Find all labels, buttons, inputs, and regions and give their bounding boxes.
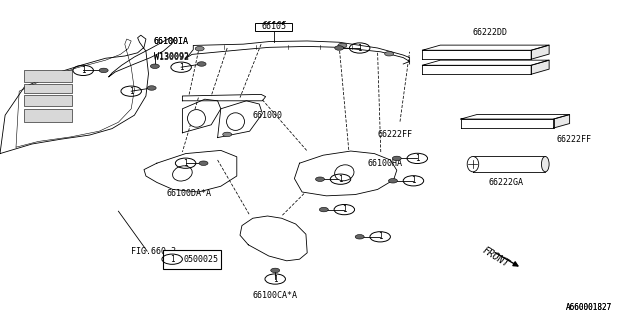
Text: 66100IA: 66100IA xyxy=(154,37,189,46)
Ellipse shape xyxy=(335,165,354,181)
Text: 1: 1 xyxy=(81,66,86,75)
Polygon shape xyxy=(473,156,545,172)
Polygon shape xyxy=(422,45,549,50)
Polygon shape xyxy=(0,35,148,154)
Text: 1: 1 xyxy=(342,205,347,214)
Circle shape xyxy=(392,156,401,161)
Text: A660001827: A660001827 xyxy=(566,303,612,312)
Ellipse shape xyxy=(188,109,205,127)
Text: 1: 1 xyxy=(273,275,278,284)
Text: 661000: 661000 xyxy=(253,111,283,120)
Text: 1: 1 xyxy=(183,159,188,168)
Polygon shape xyxy=(461,115,570,119)
Text: 1: 1 xyxy=(378,232,383,241)
Polygon shape xyxy=(461,119,554,128)
Text: 0500025: 0500025 xyxy=(184,255,219,264)
Circle shape xyxy=(199,161,208,165)
Circle shape xyxy=(271,268,280,273)
Polygon shape xyxy=(218,101,262,138)
Circle shape xyxy=(99,68,108,73)
Bar xyxy=(24,84,72,93)
Text: A660001827: A660001827 xyxy=(566,303,612,312)
Polygon shape xyxy=(554,115,570,128)
Polygon shape xyxy=(144,150,237,192)
Circle shape xyxy=(223,132,232,137)
Text: 66100CA*A: 66100CA*A xyxy=(253,292,298,300)
Text: 1: 1 xyxy=(415,154,420,163)
Text: 1: 1 xyxy=(179,63,184,72)
Circle shape xyxy=(147,86,156,90)
Polygon shape xyxy=(531,60,549,74)
Circle shape xyxy=(338,43,347,48)
Text: 66105: 66105 xyxy=(262,21,288,30)
Text: 66222FF: 66222FF xyxy=(378,130,413,139)
FancyBboxPatch shape xyxy=(255,23,292,31)
Bar xyxy=(24,109,72,122)
Circle shape xyxy=(150,64,159,68)
Bar xyxy=(24,70,72,82)
Ellipse shape xyxy=(173,166,192,181)
Circle shape xyxy=(195,46,204,51)
Circle shape xyxy=(316,177,324,181)
Text: W130092: W130092 xyxy=(154,53,189,62)
Polygon shape xyxy=(182,94,266,101)
Bar xyxy=(24,95,72,106)
Bar xyxy=(163,250,221,269)
Text: 66105: 66105 xyxy=(261,22,287,31)
Polygon shape xyxy=(422,50,531,59)
Text: 1: 1 xyxy=(129,87,134,96)
Circle shape xyxy=(335,46,344,50)
Text: FRONT: FRONT xyxy=(481,245,511,270)
Polygon shape xyxy=(422,60,549,65)
Text: 1: 1 xyxy=(170,255,175,264)
Polygon shape xyxy=(294,151,397,196)
Text: 1: 1 xyxy=(338,175,343,184)
Text: 66222FF: 66222FF xyxy=(557,135,592,144)
Ellipse shape xyxy=(227,113,244,131)
Text: 66222GA: 66222GA xyxy=(488,178,523,187)
Text: 1: 1 xyxy=(411,176,416,185)
Text: W130092: W130092 xyxy=(154,52,189,61)
Circle shape xyxy=(197,62,206,66)
Polygon shape xyxy=(531,45,549,59)
Text: FIG.660-3: FIG.660-3 xyxy=(131,247,176,256)
Ellipse shape xyxy=(467,156,479,172)
Ellipse shape xyxy=(541,156,549,172)
Polygon shape xyxy=(422,65,531,74)
Text: 66100DA*A: 66100DA*A xyxy=(166,189,211,198)
Text: 66222DD: 66222DD xyxy=(472,28,507,36)
Circle shape xyxy=(319,207,328,212)
Polygon shape xyxy=(240,216,307,261)
Circle shape xyxy=(388,179,397,183)
Text: 66100HA: 66100HA xyxy=(368,159,403,168)
Text: 1: 1 xyxy=(357,44,362,52)
Text: 66100IA: 66100IA xyxy=(154,37,189,46)
Polygon shape xyxy=(182,99,221,133)
Polygon shape xyxy=(187,41,410,64)
Polygon shape xyxy=(109,38,174,77)
Circle shape xyxy=(385,52,394,56)
Circle shape xyxy=(355,235,364,239)
